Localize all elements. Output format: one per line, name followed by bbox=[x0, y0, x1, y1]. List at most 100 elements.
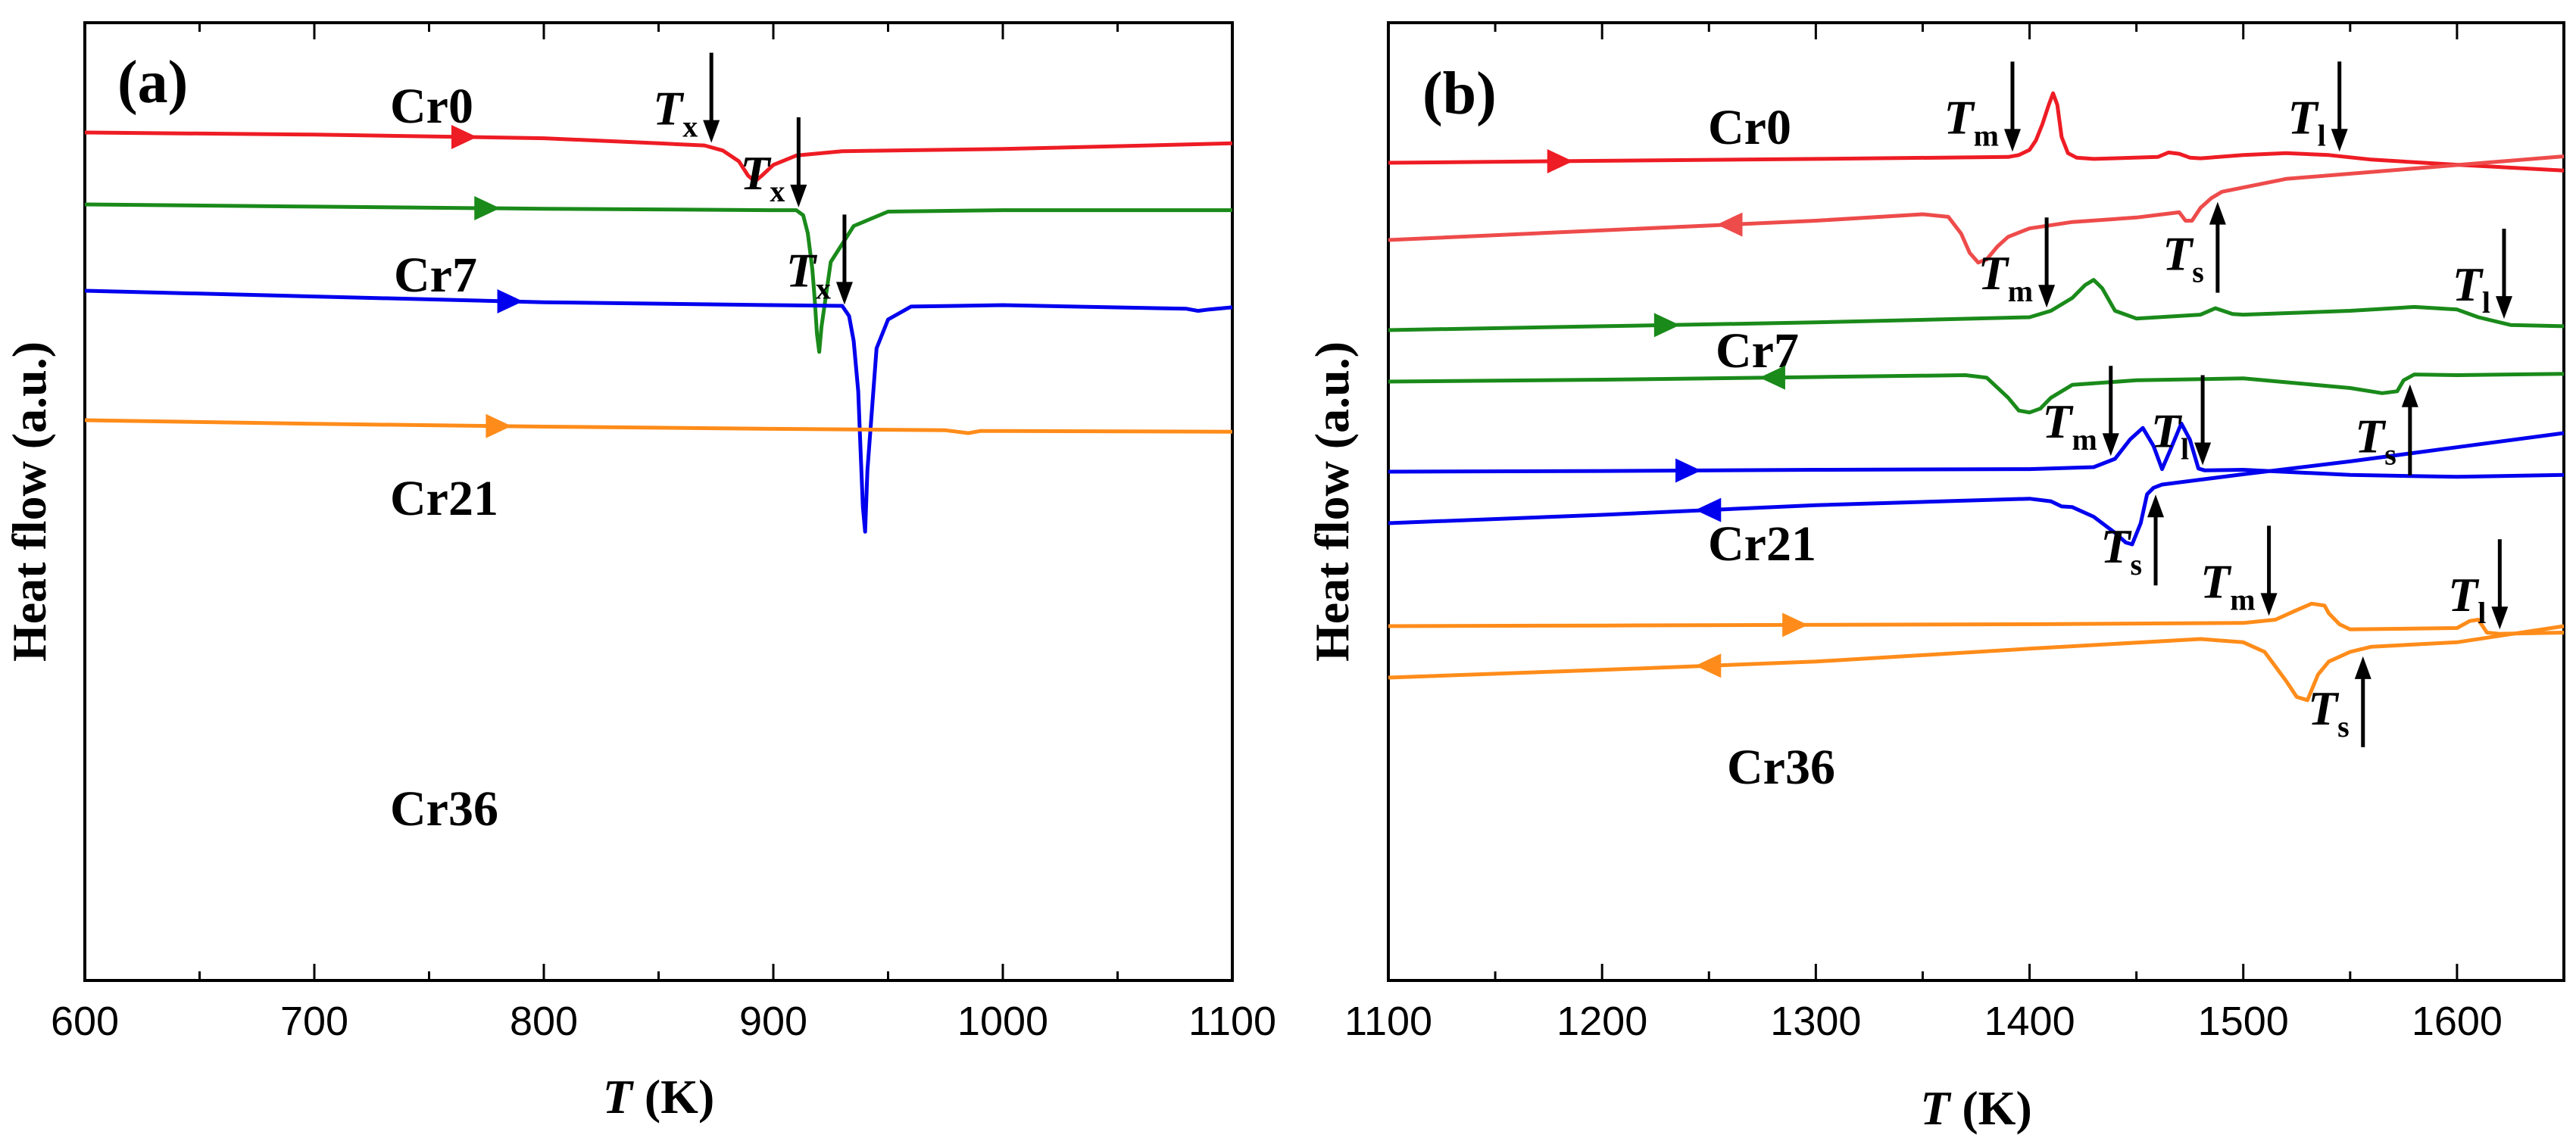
annotation-arrow-head bbox=[2147, 494, 2165, 518]
x-tick-label: 1200 bbox=[1557, 999, 1647, 1044]
annotation-subscript: x bbox=[682, 110, 698, 144]
annotation-symbol: T bbox=[2287, 90, 2319, 144]
annotation-symbol: T bbox=[2355, 410, 2387, 463]
annotation-subscript: l bbox=[2478, 596, 2486, 630]
y-axis-label: Heat flow (a.u.) bbox=[1305, 341, 1359, 662]
x-tick-label: 1600 bbox=[2412, 999, 2503, 1044]
x-axis-label-unit: (K) bbox=[645, 1070, 714, 1124]
annotation-symbol: T bbox=[786, 243, 818, 297]
annotation-ts: Ts bbox=[2162, 227, 2204, 289]
series-label-cr36: Cr36 bbox=[390, 781, 498, 837]
annotation-tl: Tl bbox=[2151, 404, 2189, 466]
annotation-subscript: m bbox=[2072, 422, 2097, 457]
annotation-subscript: s bbox=[2337, 709, 2350, 743]
series-label-cr36: Cr36 bbox=[1727, 740, 1835, 795]
annotation-arrow-head bbox=[835, 282, 853, 305]
annotation-symbol: T bbox=[2200, 554, 2232, 608]
x-axis-label: T (K) bbox=[1920, 1081, 2032, 1135]
annotation-subscript: m bbox=[2230, 582, 2255, 616]
x-tick-label: 900 bbox=[739, 999, 807, 1044]
annotation-subscript: s bbox=[2192, 255, 2204, 289]
annotation-tm: Tm bbox=[2042, 394, 2097, 457]
direction-arrow-heating bbox=[486, 413, 512, 438]
annotation-ts: Ts bbox=[2100, 519, 2142, 581]
annotation-tx: Tx bbox=[786, 243, 831, 305]
series-label-cr0: Cr0 bbox=[1708, 100, 1791, 155]
direction-arrow-heating bbox=[1675, 458, 1702, 483]
series-line-cr0-cooling bbox=[1388, 154, 2565, 265]
annotation-subscript: l bbox=[2482, 285, 2490, 320]
annotation-tx: Tx bbox=[653, 82, 698, 144]
series-line-cr21-heating bbox=[1388, 421, 2565, 479]
direction-arrow-cooling bbox=[1759, 365, 1785, 390]
annotation-arrow-head bbox=[2260, 593, 2278, 616]
series-line-cr0-heating bbox=[1388, 91, 2565, 173]
annotation-tx: Tx bbox=[740, 146, 785, 208]
annotation-arrow-head bbox=[703, 120, 720, 143]
panel-label: (b) bbox=[1422, 61, 1497, 127]
annotation-tm: Tm bbox=[1978, 246, 2033, 308]
annotation-subscript: s bbox=[2384, 438, 2396, 472]
annotation-symbol: T bbox=[2453, 257, 2484, 311]
panel-b: 1100 1200 1300 1400 1500 1600(b)T (K)Heat flow… bbox=[1305, 21, 2565, 1135]
x-axis-label-symbol: T bbox=[603, 1070, 635, 1124]
annotation-subscript: l bbox=[2181, 432, 2189, 466]
series-line-cr36-heating bbox=[1388, 601, 2565, 636]
annotation-symbol: T bbox=[2042, 394, 2074, 448]
x-axis-label: T (K) bbox=[603, 1070, 715, 1124]
annotation-symbol: T bbox=[653, 82, 685, 136]
x-tick-label: 800 bbox=[510, 999, 578, 1044]
annotation-symbol: T bbox=[2448, 568, 2480, 622]
panel-label: (a) bbox=[117, 49, 188, 116]
series-label-cr7: Cr7 bbox=[1716, 323, 1799, 379]
annotation-symbol: T bbox=[2162, 227, 2194, 281]
annotation-arrow-head bbox=[2003, 129, 2021, 152]
annotation-symbol: T bbox=[2308, 681, 2340, 735]
annotation-tm: Tm bbox=[2200, 554, 2255, 616]
annotation-symbol: T bbox=[2151, 404, 2183, 457]
y-axis-label: Heat flow (a.u.) bbox=[2, 341, 56, 662]
direction-arrow-heating bbox=[497, 289, 523, 314]
direction-arrow-cooling bbox=[1716, 212, 1743, 237]
plot-frame bbox=[83, 21, 1234, 982]
series-label-cr7: Cr7 bbox=[394, 248, 477, 303]
series-line-cr21-cooling bbox=[1388, 431, 2565, 547]
x-tick-label: 600 bbox=[51, 999, 119, 1044]
x-tick-label: 1500 bbox=[2198, 999, 2289, 1044]
annotation-tl: Tl bbox=[2448, 568, 2486, 630]
series-line-cr21-heating bbox=[84, 288, 1233, 534]
annotation-symbol: T bbox=[1944, 90, 1976, 144]
annotation-symbol: T bbox=[740, 146, 772, 200]
annotation-arrow-head bbox=[2209, 201, 2226, 225]
annotation-ts: Ts bbox=[2355, 410, 2396, 472]
series-line-cr0-heating bbox=[84, 130, 1233, 184]
series-label-cr21: Cr21 bbox=[1708, 516, 1816, 572]
annotation-arrow-head bbox=[2194, 442, 2212, 466]
annotation-subscript: m bbox=[2008, 274, 2033, 308]
plot-frame bbox=[1387, 21, 2565, 982]
annotation-symbol: T bbox=[2100, 519, 2132, 573]
series-line-cr7-heating bbox=[84, 202, 1232, 354]
direction-arrow-heating bbox=[1653, 313, 1680, 338]
x-axis-label-symbol: T bbox=[1920, 1081, 1952, 1135]
annotation-tl: Tl bbox=[2453, 257, 2490, 320]
x-tick-label: 1400 bbox=[1984, 999, 2075, 1044]
annotation-ts: Ts bbox=[2308, 681, 2350, 743]
annotation-subscript: l bbox=[2318, 118, 2326, 152]
direction-arrow-heating bbox=[474, 195, 501, 220]
annotation-subscript: m bbox=[1974, 118, 1999, 152]
x-axis-label-unit: (K) bbox=[1962, 1081, 2031, 1135]
series-label-cr21: Cr21 bbox=[390, 471, 498, 526]
series-line-cr7-heating bbox=[1388, 278, 2565, 332]
annotation-tm: Tm bbox=[1944, 90, 1999, 152]
direction-arrow-heating bbox=[451, 124, 477, 149]
annotation-arrow-head bbox=[2491, 606, 2509, 630]
annotation-tl: Tl bbox=[2287, 90, 2325, 152]
series-label-cr0: Cr0 bbox=[390, 79, 473, 134]
annotation-subscript: s bbox=[2130, 547, 2142, 581]
annotation-arrow-head bbox=[2495, 296, 2512, 320]
x-tick-label: 1100 bbox=[1344, 999, 1432, 1044]
annotation-arrow-head bbox=[2038, 285, 2056, 308]
series-line-cr7-cooling bbox=[1388, 372, 2565, 415]
